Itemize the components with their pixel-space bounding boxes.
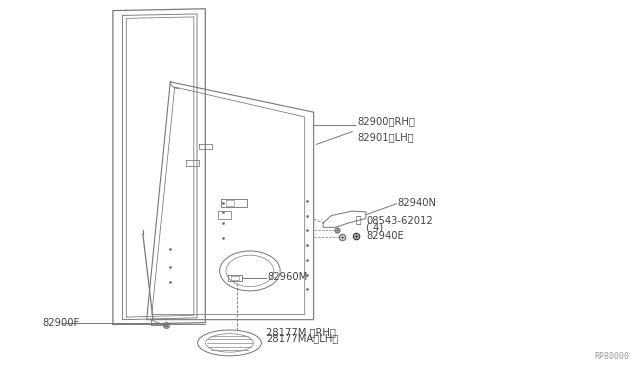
Text: 82900〈RH〉: 82900〈RH〉 [357,116,415,126]
Text: 82940E: 82940E [366,231,404,241]
Text: 82960M: 82960M [268,272,308,282]
Text: Ⓢ: Ⓢ [355,217,360,225]
Text: 82901〈LH〉: 82901〈LH〉 [357,132,413,142]
Text: 82940N: 82940N [397,198,436,208]
Text: ( 4): ( 4) [366,222,383,232]
Text: 08543-62012: 08543-62012 [366,216,433,226]
Text: 28177MA〈LH〉: 28177MA〈LH〉 [266,333,338,343]
Text: 82900F: 82900F [43,318,80,328]
Text: 28177M 〈RH〉: 28177M 〈RH〉 [266,327,336,337]
Text: RP80000: RP80000 [594,352,629,361]
